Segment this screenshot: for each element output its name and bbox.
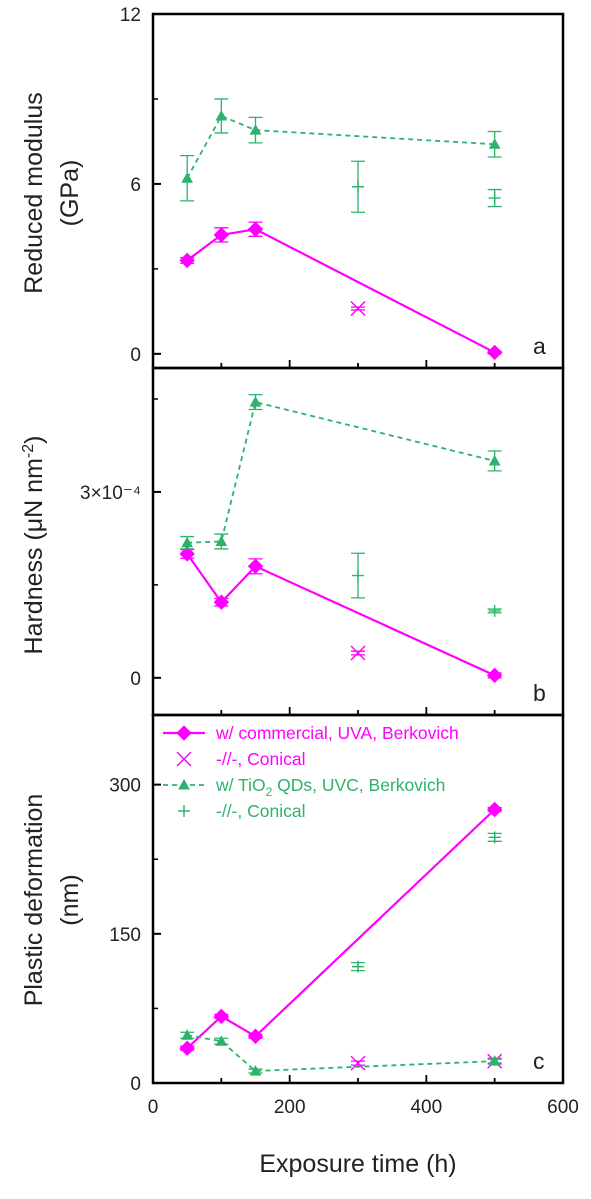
ylabel-c-line1: Plastic deformation (20, 794, 48, 1007)
series-c-2-point (249, 1065, 262, 1076)
series-b-0-point (486, 667, 503, 684)
series-b-2-line (187, 400, 495, 544)
series-c-0 (179, 801, 503, 1056)
series-b-0-point (179, 546, 195, 562)
series-a-1 (350, 301, 366, 317)
legend-label-0-main: w/ commercial, UVA, Berkovich (215, 723, 459, 743)
ylabel-b-text: Hardness (μN nm (20, 458, 48, 654)
ytick-label-a: 12 (120, 5, 141, 26)
ylabel-a-line2: (GPa) (56, 160, 84, 227)
series-a-0 (179, 221, 503, 361)
series-c-0-point (213, 1008, 230, 1025)
xtick-label: 600 (547, 1097, 579, 1118)
series-b-3 (351, 552, 502, 617)
panel-letter-a: a (533, 333, 546, 359)
series-c-0-line (186, 808, 496, 1049)
series-b-1 (350, 645, 366, 661)
legend-entry-2: w/ TiO2 QDs, UVC, Berkovich (163, 775, 445, 799)
series-a-3-point (352, 180, 364, 193)
legend-label-2-sub: 2 (266, 785, 273, 799)
series-c-2-point (488, 1055, 501, 1066)
series-b-2 (180, 393, 502, 550)
series-b-0-line (186, 553, 496, 677)
ylabel-a-line1: Reduced modulus (20, 92, 48, 294)
series-a-3 (351, 160, 502, 213)
series-c-1-point (350, 1055, 366, 1071)
legend-entry-0: w/ commercial, UVA, Berkovich (163, 723, 459, 743)
plot-frame-c (151, 713, 565, 1085)
legend-label-2-rest: QDs, UVC, Berkovich (272, 775, 445, 795)
xtick-label: 0 (148, 1097, 159, 1118)
series-b-3-point (352, 569, 364, 582)
ytick-label-a: 6 (130, 175, 141, 196)
series-c-0-point (486, 801, 503, 818)
series-a-3-point (488, 192, 501, 205)
series-a-0-point (486, 344, 503, 361)
ylabel-b-exp: -2 (20, 444, 37, 458)
series-c-2-line (187, 1034, 495, 1072)
xtick-label: 400 (410, 1097, 442, 1118)
legend-label-3: -//-, Conical (216, 801, 305, 821)
series-a-0-point (247, 221, 264, 237)
series-c-1 (350, 1053, 503, 1071)
ylabel-c-line2: (nm) (56, 874, 84, 925)
series-a-0-point (213, 227, 230, 243)
series-c-3 (351, 831, 502, 973)
series-b-2-point (215, 535, 228, 546)
ytick-label-b: 3×10⁻⁴ (80, 483, 141, 504)
panel-letter-b: b (533, 680, 546, 706)
ylabel-b: Hardness (μN nm-2) (20, 436, 48, 655)
series-b-2-point (488, 454, 501, 466)
legend-label-0: w/ commercial, UVA, Berkovich (215, 723, 459, 743)
series-c-2-point (181, 1029, 194, 1040)
series-a-1-point (350, 301, 366, 317)
series-c-0-point (247, 1028, 264, 1044)
series-b-0-point (213, 594, 230, 610)
legend-label-2: w/ TiO2 QDs, UVC, Berkovich (215, 775, 445, 799)
series-b-2-point (181, 536, 194, 548)
legend-marker-0 (176, 725, 192, 741)
series-a-2 (180, 98, 502, 202)
ytick-label-c: 300 (109, 776, 141, 797)
legend: w/ commercial, UVA, Berkovich -//-, Conic… (163, 723, 459, 821)
xlabel: Exposure time (h) (259, 1150, 456, 1178)
legend-label-2-main: w/ TiO (215, 775, 266, 795)
ytick-label-c: 150 (109, 925, 141, 946)
legend-label-1: -//-, Conical (216, 749, 305, 769)
panels: 0 6 12 a 0 3×10⁻⁴ b 0 150 300 c 0 200 400 600 (80, 5, 579, 1118)
legend-marker-1 (176, 751, 192, 767)
series-a-2-line (186, 114, 495, 179)
series-b-2-point (249, 396, 262, 407)
xtick-label: 200 (274, 1097, 306, 1118)
ytick-label-b: 0 (130, 669, 141, 690)
series-c-2-point (215, 1035, 228, 1046)
series-b-1-point (350, 645, 366, 661)
series-c-0-point (179, 1040, 195, 1056)
legend-marker-3 (178, 805, 190, 817)
series-a-0-line (186, 228, 496, 354)
series-b-0 (179, 546, 503, 684)
ytick-label-a: 0 (130, 345, 141, 366)
ylabel-b-close: ) (20, 436, 48, 444)
legend-label-3-main: -//-, Conical (216, 801, 305, 821)
series-a-2-point (488, 138, 501, 149)
series-a-0-point (179, 252, 195, 269)
series-a-2-point (249, 124, 262, 135)
series-c-3-point (352, 960, 364, 973)
legend-marker-2 (178, 778, 190, 790)
panel-letter-c: c (533, 1048, 545, 1074)
series-c-2 (180, 1029, 502, 1076)
legend-entry-3: -//-, Conical (178, 801, 305, 821)
series-a-2-point (215, 109, 228, 121)
legend-entry-1: -//-, Conical (176, 749, 305, 769)
legend-label-1-main: -//-, Conical (216, 749, 305, 769)
series-b-0-point (247, 558, 264, 574)
series-c-3-point (488, 831, 501, 844)
series-b-3-point (488, 604, 501, 617)
ytick-label-c: 0 (130, 1074, 141, 1095)
series-a-2-point (181, 172, 194, 183)
